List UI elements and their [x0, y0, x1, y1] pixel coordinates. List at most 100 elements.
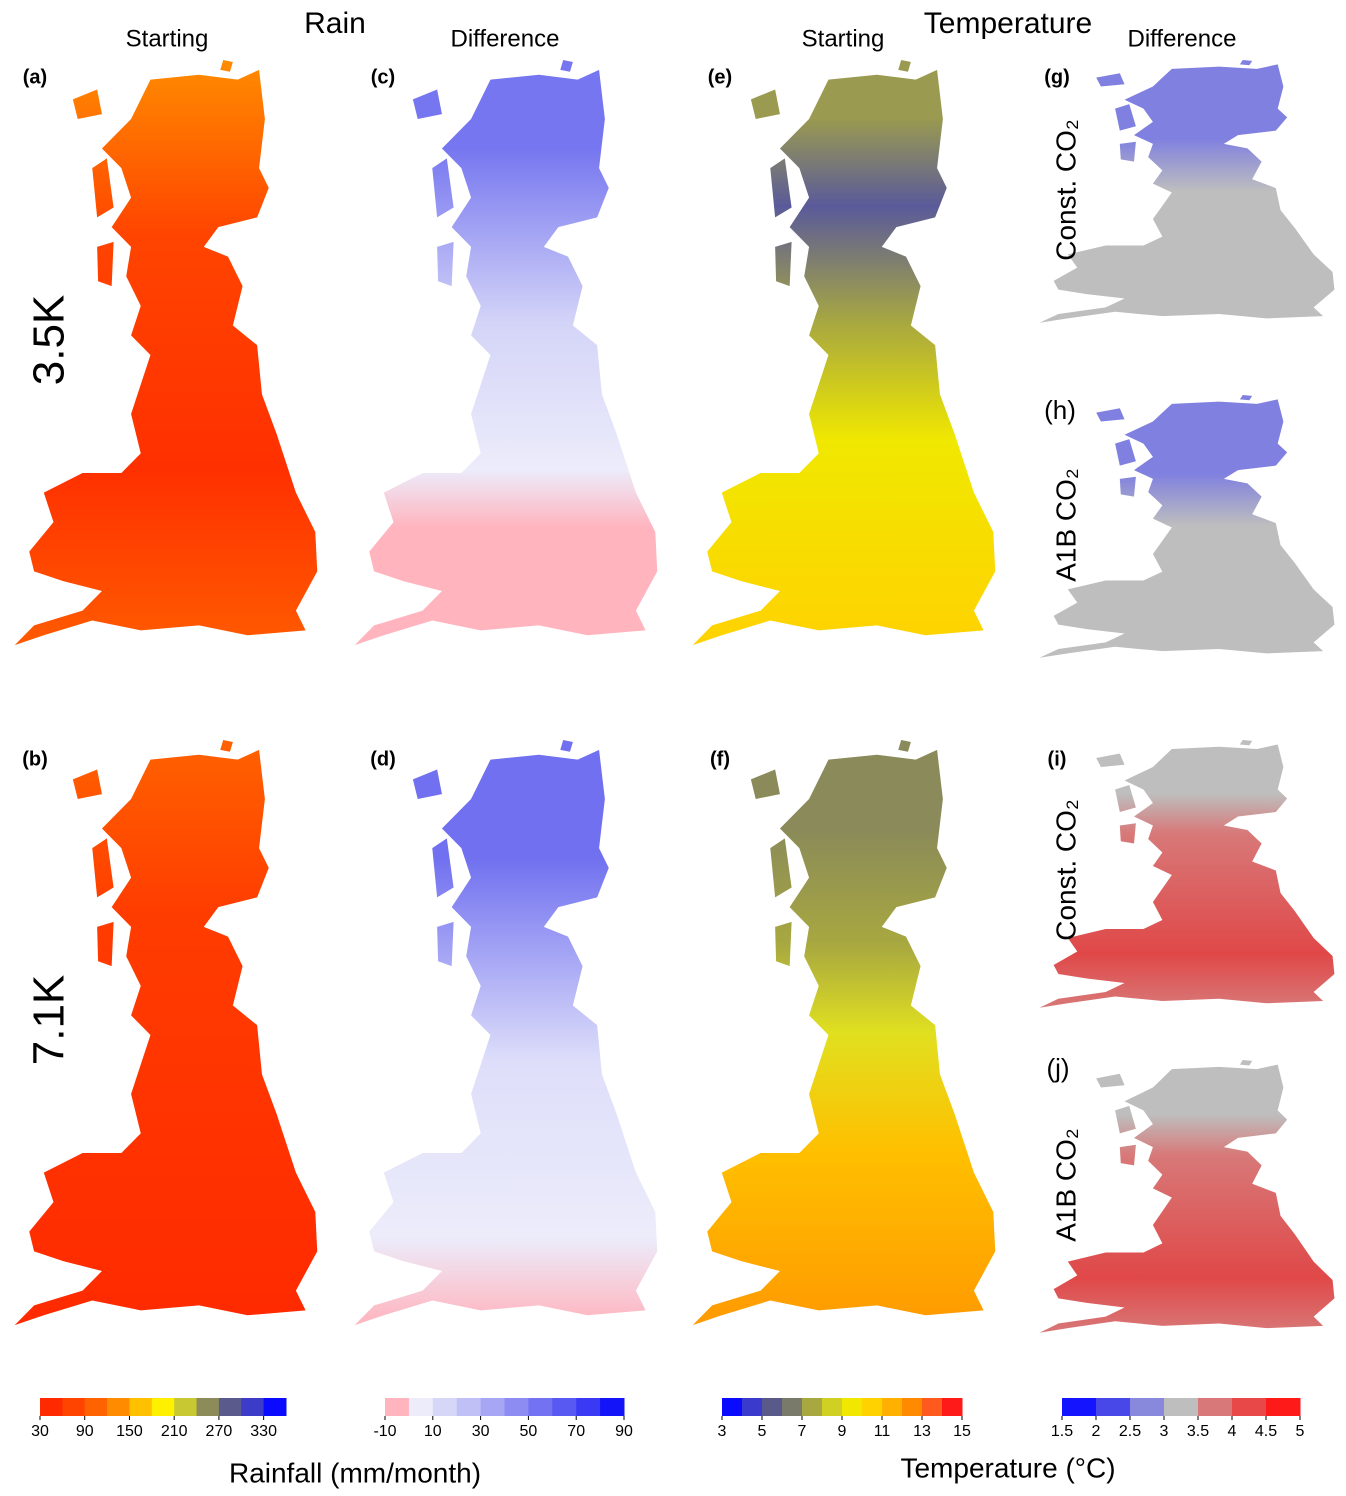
tick-label: 30: [31, 1423, 49, 1440]
co2-label: A1B CO₂: [1050, 1128, 1081, 1242]
panel-label: (g): [1044, 66, 1070, 88]
maps: [14, 60, 1335, 1333]
tick-label: 90: [76, 1423, 94, 1440]
tick-label: 4: [1228, 1423, 1237, 1440]
tick-label: 330: [250, 1423, 277, 1440]
map: [692, 740, 996, 1326]
header: Temperature: [924, 7, 1092, 40]
tick-label: 2.5: [1119, 1423, 1141, 1440]
tick-label: 10: [424, 1423, 442, 1440]
color-bin: [942, 1398, 963, 1416]
color-bin: [174, 1398, 198, 1416]
color-bin: [528, 1398, 553, 1416]
co2-label: A1B CO₂: [1050, 468, 1081, 582]
column-header: Difference: [1128, 25, 1237, 52]
tick-label: 3.5: [1187, 1423, 1209, 1440]
panel-label: (a): [23, 66, 47, 88]
panel-label: (h): [1044, 395, 1076, 425]
color-bin: [480, 1398, 505, 1416]
panel-label: (j): [1046, 1053, 1069, 1083]
color-bin: [432, 1398, 458, 1416]
color-bin: [408, 1398, 434, 1416]
tick-label: 70: [567, 1423, 585, 1440]
color-bin: [722, 1398, 743, 1416]
color-bin: [1232, 1398, 1267, 1416]
panel-label: (i): [1048, 748, 1067, 770]
color-bin: [882, 1398, 903, 1416]
map: [1039, 1060, 1335, 1333]
panel-label: (f): [710, 748, 730, 770]
color-bin: [385, 1398, 410, 1416]
tick-label: 2: [1092, 1423, 1101, 1440]
map: [1039, 395, 1335, 658]
map: [354, 740, 658, 1326]
color-bin: [902, 1398, 923, 1416]
color-bin: [862, 1398, 883, 1416]
column-header: Starting: [802, 25, 885, 52]
color-bin: [1096, 1398, 1131, 1416]
color-bin: [762, 1398, 783, 1416]
tick-label: 270: [206, 1423, 233, 1440]
tick-label: 5: [758, 1423, 767, 1440]
color-bin: [40, 1398, 63, 1416]
color-bin: [1266, 1398, 1301, 1416]
co2-label: Const. CO₂: [1050, 799, 1081, 941]
color-bin: [84, 1398, 108, 1416]
map: [1039, 60, 1335, 323]
color-bin: [802, 1398, 823, 1416]
color-bin: [129, 1398, 153, 1416]
color-bin: [552, 1398, 577, 1416]
color-bin: [456, 1398, 482, 1416]
color-bin: [62, 1398, 86, 1416]
tick-label: 30: [472, 1423, 490, 1440]
panel-label: (d): [370, 748, 396, 770]
color-bin: [1164, 1398, 1199, 1416]
color-bin: [742, 1398, 763, 1416]
tick-label: 210: [161, 1423, 188, 1440]
tick-label: 4.5: [1255, 1423, 1277, 1440]
map: [1039, 740, 1335, 1008]
panel-label: (e): [708, 66, 732, 88]
tick-label: 13: [913, 1423, 931, 1440]
color-bin: [922, 1398, 943, 1416]
color-bin: [1062, 1398, 1097, 1416]
tick-label: -10: [373, 1423, 396, 1440]
color-bin: [600, 1398, 625, 1416]
tick-label: 3: [718, 1423, 727, 1440]
colorbar-title: Rainfall (mm/month): [229, 1457, 481, 1488]
panel-label: (b): [22, 748, 48, 770]
color-bin: [107, 1398, 130, 1416]
column-header: Starting: [126, 25, 209, 52]
color-bin: [822, 1398, 843, 1416]
color-bin: [842, 1398, 863, 1416]
panel-label: (c): [371, 66, 395, 88]
tick-label: 1.5: [1051, 1423, 1073, 1440]
co2-label: Const. CO₂: [1050, 119, 1081, 261]
map: [354, 60, 658, 646]
color-bin: [1130, 1398, 1165, 1416]
tick-label: 5: [1296, 1423, 1305, 1440]
header: Rain: [304, 7, 366, 40]
tick-label: 7: [798, 1423, 807, 1440]
color-bin: [241, 1398, 265, 1416]
column-header: Difference: [451, 25, 560, 52]
color-bin: [576, 1398, 601, 1416]
color-bin: [782, 1398, 803, 1416]
tick-label: 50: [520, 1423, 538, 1440]
tick-label: 3: [1160, 1423, 1169, 1440]
map: [692, 60, 996, 646]
color-bin: [151, 1398, 175, 1416]
colorbar-title: Temperature (°C): [900, 1452, 1115, 1483]
tick-label: 15: [953, 1423, 971, 1440]
row-label: 3.5K: [25, 295, 74, 386]
tick-label: 90: [615, 1423, 633, 1440]
tick-label: 150: [116, 1423, 143, 1440]
color-bin: [263, 1398, 287, 1416]
color-bin: [196, 1398, 220, 1416]
color-bin: [218, 1398, 242, 1416]
color-bin: [504, 1398, 529, 1416]
row-label: 7.1K: [25, 975, 74, 1066]
tick-label: 11: [874, 1423, 891, 1440]
tick-label: 9: [838, 1423, 847, 1440]
